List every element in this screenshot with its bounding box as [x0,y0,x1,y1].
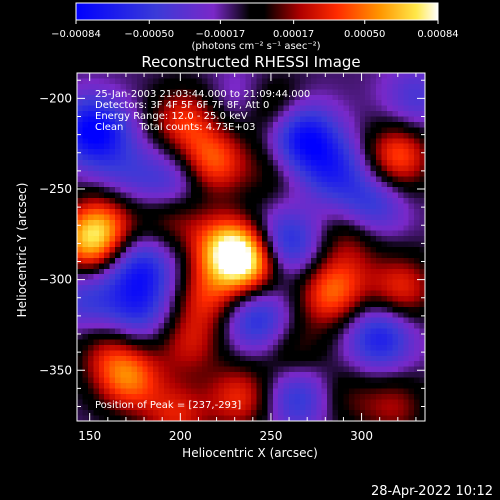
x-tick-label: 200 [169,429,192,443]
colorbar-ticks: −0.00084 −0.00050 −0.00017 0.00017 0.00050 0.… [51,20,459,40]
y-tick-label: −350 [39,363,72,377]
footer-date: 28-Apr-2022 10:12 [371,484,493,499]
x-tick-label: 300 [350,429,373,443]
colorbar [75,2,439,21]
annotation-counts: Clean Total counts: 4.73E+03 [95,122,255,133]
colorbar-unit-label: (photons cm⁻² s⁻¹ asec⁻²) [191,41,320,52]
peak-position-label: Position of Peak = [237,-293] [95,400,241,411]
colorbar-tick-label: −0.00050 [124,29,174,40]
axis-ticks: 150 200 250 300 −200 −250 −300 −350 [39,73,425,443]
colorbar-tick-label: −0.00017 [196,29,246,40]
y-tick-label: −200 [39,91,72,105]
y-tick-label: −250 [39,182,72,196]
annotation-energy: Energy Range: 12.0 - 25.0 keV [95,111,248,122]
chart-title: Reconstructed RHESSI Image [141,53,360,71]
y-tick-label: −300 [39,273,72,287]
y-axis-label: Heliocentric Y (arcsec) [15,183,29,318]
x-axis-label: Heliocentric X (arcsec) [182,446,318,460]
colorbar-tick-label: −0.00084 [51,29,101,40]
heatmap-image [77,73,425,421]
annotation-detectors: Detectors: 3F 4F 5F 6F 7F 8F, Att 0 [95,100,269,111]
annotation-block: 25-Jan-2003 21:03:44.000 to 21:09:44.000… [95,89,310,133]
heatmap-area [77,73,425,421]
x-tick-label: 250 [259,429,282,443]
colorbar-tick-label: 0.00050 [344,29,385,40]
x-tick-label: 150 [78,429,101,443]
annotation-time: 25-Jan-2003 21:03:44.000 to 21:09:44.000 [95,89,310,100]
colorbar-tick-label: 0.00017 [273,29,314,40]
plot-frame [76,72,426,422]
colorbar-tick-label: 0.00084 [417,29,458,40]
